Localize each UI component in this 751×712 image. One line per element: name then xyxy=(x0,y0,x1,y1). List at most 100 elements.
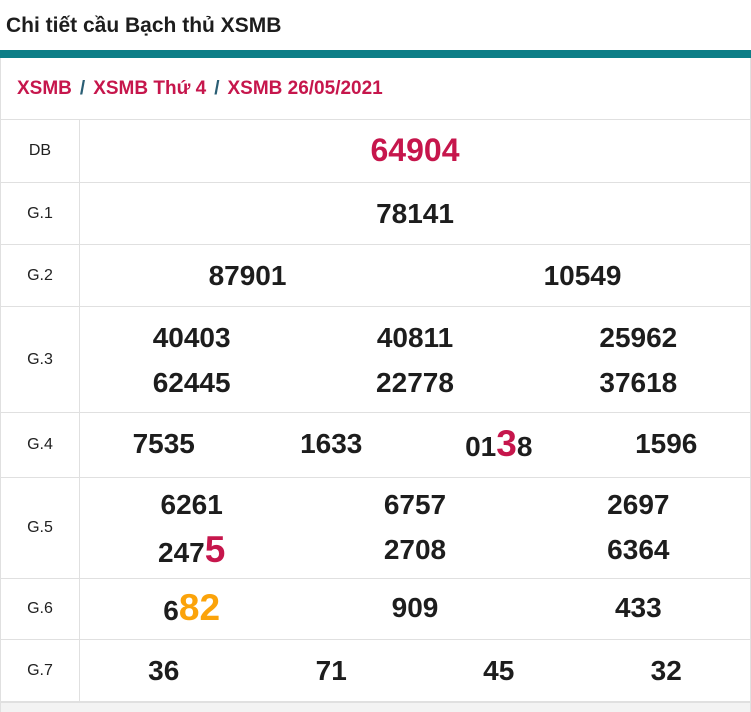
prize-value: 78141 xyxy=(80,191,750,236)
page-title: Chi tiết cầu Bạch thủ XSMB xyxy=(6,14,282,37)
prize-digits: 10549 xyxy=(543,260,622,291)
prize-digits: 2697 xyxy=(607,488,670,520)
prize-values: 78141 xyxy=(80,183,750,244)
results-table: DB 64904 G.1 78141 G.2 87901 10549 G.3 40403 4081… xyxy=(1,120,750,702)
prize-digits: 64904 xyxy=(370,132,460,168)
prize-value: 433 xyxy=(527,585,750,633)
prize-label: G.2 xyxy=(1,245,80,306)
prize-row-g6: G.6 682 909 433 xyxy=(1,579,750,640)
prize-digits: 36 xyxy=(148,655,180,686)
prize-value: 45 xyxy=(415,648,583,693)
prize-values: 64904 xyxy=(80,120,750,182)
prize-digits: 45 xyxy=(483,655,515,686)
prize-digits: 8 xyxy=(516,431,533,462)
prize-value: 37618 xyxy=(527,360,750,405)
prize-digits: 22778 xyxy=(376,366,454,398)
prize-line: 62445 22778 37618 xyxy=(80,360,750,405)
prize-digits: 1596 xyxy=(635,428,698,459)
prize-values: 7535 1633 0138 1596 xyxy=(80,413,750,477)
prize-digits: 6 xyxy=(163,595,179,626)
prize-value: 62445 xyxy=(80,360,303,405)
prize-label: G.4 xyxy=(1,413,80,477)
prize-digits: 87901 xyxy=(208,260,287,291)
prize-row-g3: G.3 40403 40811 25962 62445 22778 37618 xyxy=(1,307,750,413)
breadcrumb-separator: / xyxy=(79,77,86,99)
prize-digits: 37618 xyxy=(599,366,678,398)
prize-value: 64904 xyxy=(80,128,750,174)
prize-value: 32 xyxy=(583,648,751,693)
prize-line: 87901 10549 xyxy=(80,253,750,298)
prize-label: G.5 xyxy=(1,478,80,578)
prize-digits: 32 xyxy=(650,655,682,686)
prize-row-g5: G.5 6261 6757 2697 2475 2708 6364 xyxy=(1,478,750,579)
prize-digits: 78141 xyxy=(376,198,454,229)
prize-digits: 1633 xyxy=(300,428,363,459)
prize-value: 40811 xyxy=(303,315,526,360)
prize-values: 36 71 45 32 xyxy=(80,640,750,701)
prize-value: 22778 xyxy=(303,360,526,405)
prize-value: 87901 xyxy=(80,253,415,298)
prize-label: G.3 xyxy=(1,307,80,412)
breadcrumb-link[interactable]: XSMB Thứ 4 xyxy=(93,77,207,99)
prize-value: 36 xyxy=(80,648,248,693)
prize-value: 1633 xyxy=(248,421,416,469)
prize-value: 10549 xyxy=(415,253,750,298)
highlighted-digits: 82 xyxy=(178,587,221,628)
prize-line: 2475 2708 6364 xyxy=(80,527,750,575)
breadcrumb-separator: / xyxy=(214,77,220,99)
prize-digits: 6364 xyxy=(607,533,670,565)
accent-bar xyxy=(0,50,751,58)
prize-value: 1596 xyxy=(583,421,751,469)
prize-value: 682 xyxy=(80,585,303,633)
prize-values: 40403 40811 25962 62445 22778 37618 xyxy=(80,307,750,412)
prize-values: 682 909 433 xyxy=(80,579,750,639)
breadcrumb-link[interactable]: XSMB xyxy=(17,77,72,99)
prize-values: 87901 10549 xyxy=(80,245,750,306)
prize-digits: 2708 xyxy=(383,533,447,565)
prize-value: 6261 xyxy=(80,482,303,527)
prize-digits: 433 xyxy=(614,592,662,623)
prize-digits: 62445 xyxy=(152,366,231,398)
breadcrumb: XSMB / XSMB Thứ 4 / XSMB 26/05/2021 xyxy=(1,58,750,120)
results-panel: XSMB / XSMB Thứ 4 / XSMB 26/05/2021 DB 64904 G… xyxy=(0,58,751,712)
prize-row-g4: G.4 7535 1633 0138 1596 xyxy=(1,413,750,478)
prize-value: 6757 xyxy=(303,482,526,527)
prize-digits: 71 xyxy=(315,655,347,686)
prize-row-g2: G.2 87901 10549 xyxy=(1,245,750,307)
panel-footer xyxy=(1,702,750,712)
prize-row-g7: G.7 36 71 45 32 xyxy=(1,640,750,702)
breadcrumb-link[interactable]: XSMB 26/05/2021 xyxy=(227,77,383,99)
prize-value: 909 xyxy=(303,585,526,633)
prize-digits: 6757 xyxy=(383,488,447,520)
prize-digits: 7535 xyxy=(132,428,195,459)
prize-digits: 247 xyxy=(158,536,205,568)
prize-line: 36 71 45 32 xyxy=(80,648,750,693)
prize-line: 40403 40811 25962 xyxy=(80,315,750,360)
prize-label: G.7 xyxy=(1,640,80,701)
prize-digits: 25962 xyxy=(599,321,678,353)
highlighted-digits: 5 xyxy=(204,528,226,570)
prize-value: 40403 xyxy=(80,315,303,360)
prize-value: 7535 xyxy=(80,421,248,469)
prize-label: G.6 xyxy=(1,579,80,639)
prize-row-g1: G.1 78141 xyxy=(1,183,750,245)
prize-values: 6261 6757 2697 2475 2708 6364 xyxy=(80,478,750,578)
prize-value: 71 xyxy=(248,648,416,693)
prize-line: 682 909 433 xyxy=(80,585,750,633)
prize-digits: 40811 xyxy=(376,321,454,353)
prize-value: 25962 xyxy=(527,315,750,360)
prize-value: 2708 xyxy=(303,527,526,575)
highlighted-digits: 3 xyxy=(496,423,517,464)
prize-digits: 40403 xyxy=(152,321,231,353)
prize-digits: 6261 xyxy=(160,488,223,520)
prize-label: G.1 xyxy=(1,183,80,244)
prize-line: 78141 xyxy=(80,191,750,236)
prize-digits: 909 xyxy=(391,592,439,623)
prize-value: 2475 xyxy=(80,527,303,575)
prize-line: 6261 6757 2697 xyxy=(80,482,750,527)
prize-value: 6364 xyxy=(527,527,750,575)
prize-value: 2697 xyxy=(527,482,750,527)
prize-line: 7535 1633 0138 1596 xyxy=(80,421,750,469)
prize-label: DB xyxy=(1,120,80,182)
